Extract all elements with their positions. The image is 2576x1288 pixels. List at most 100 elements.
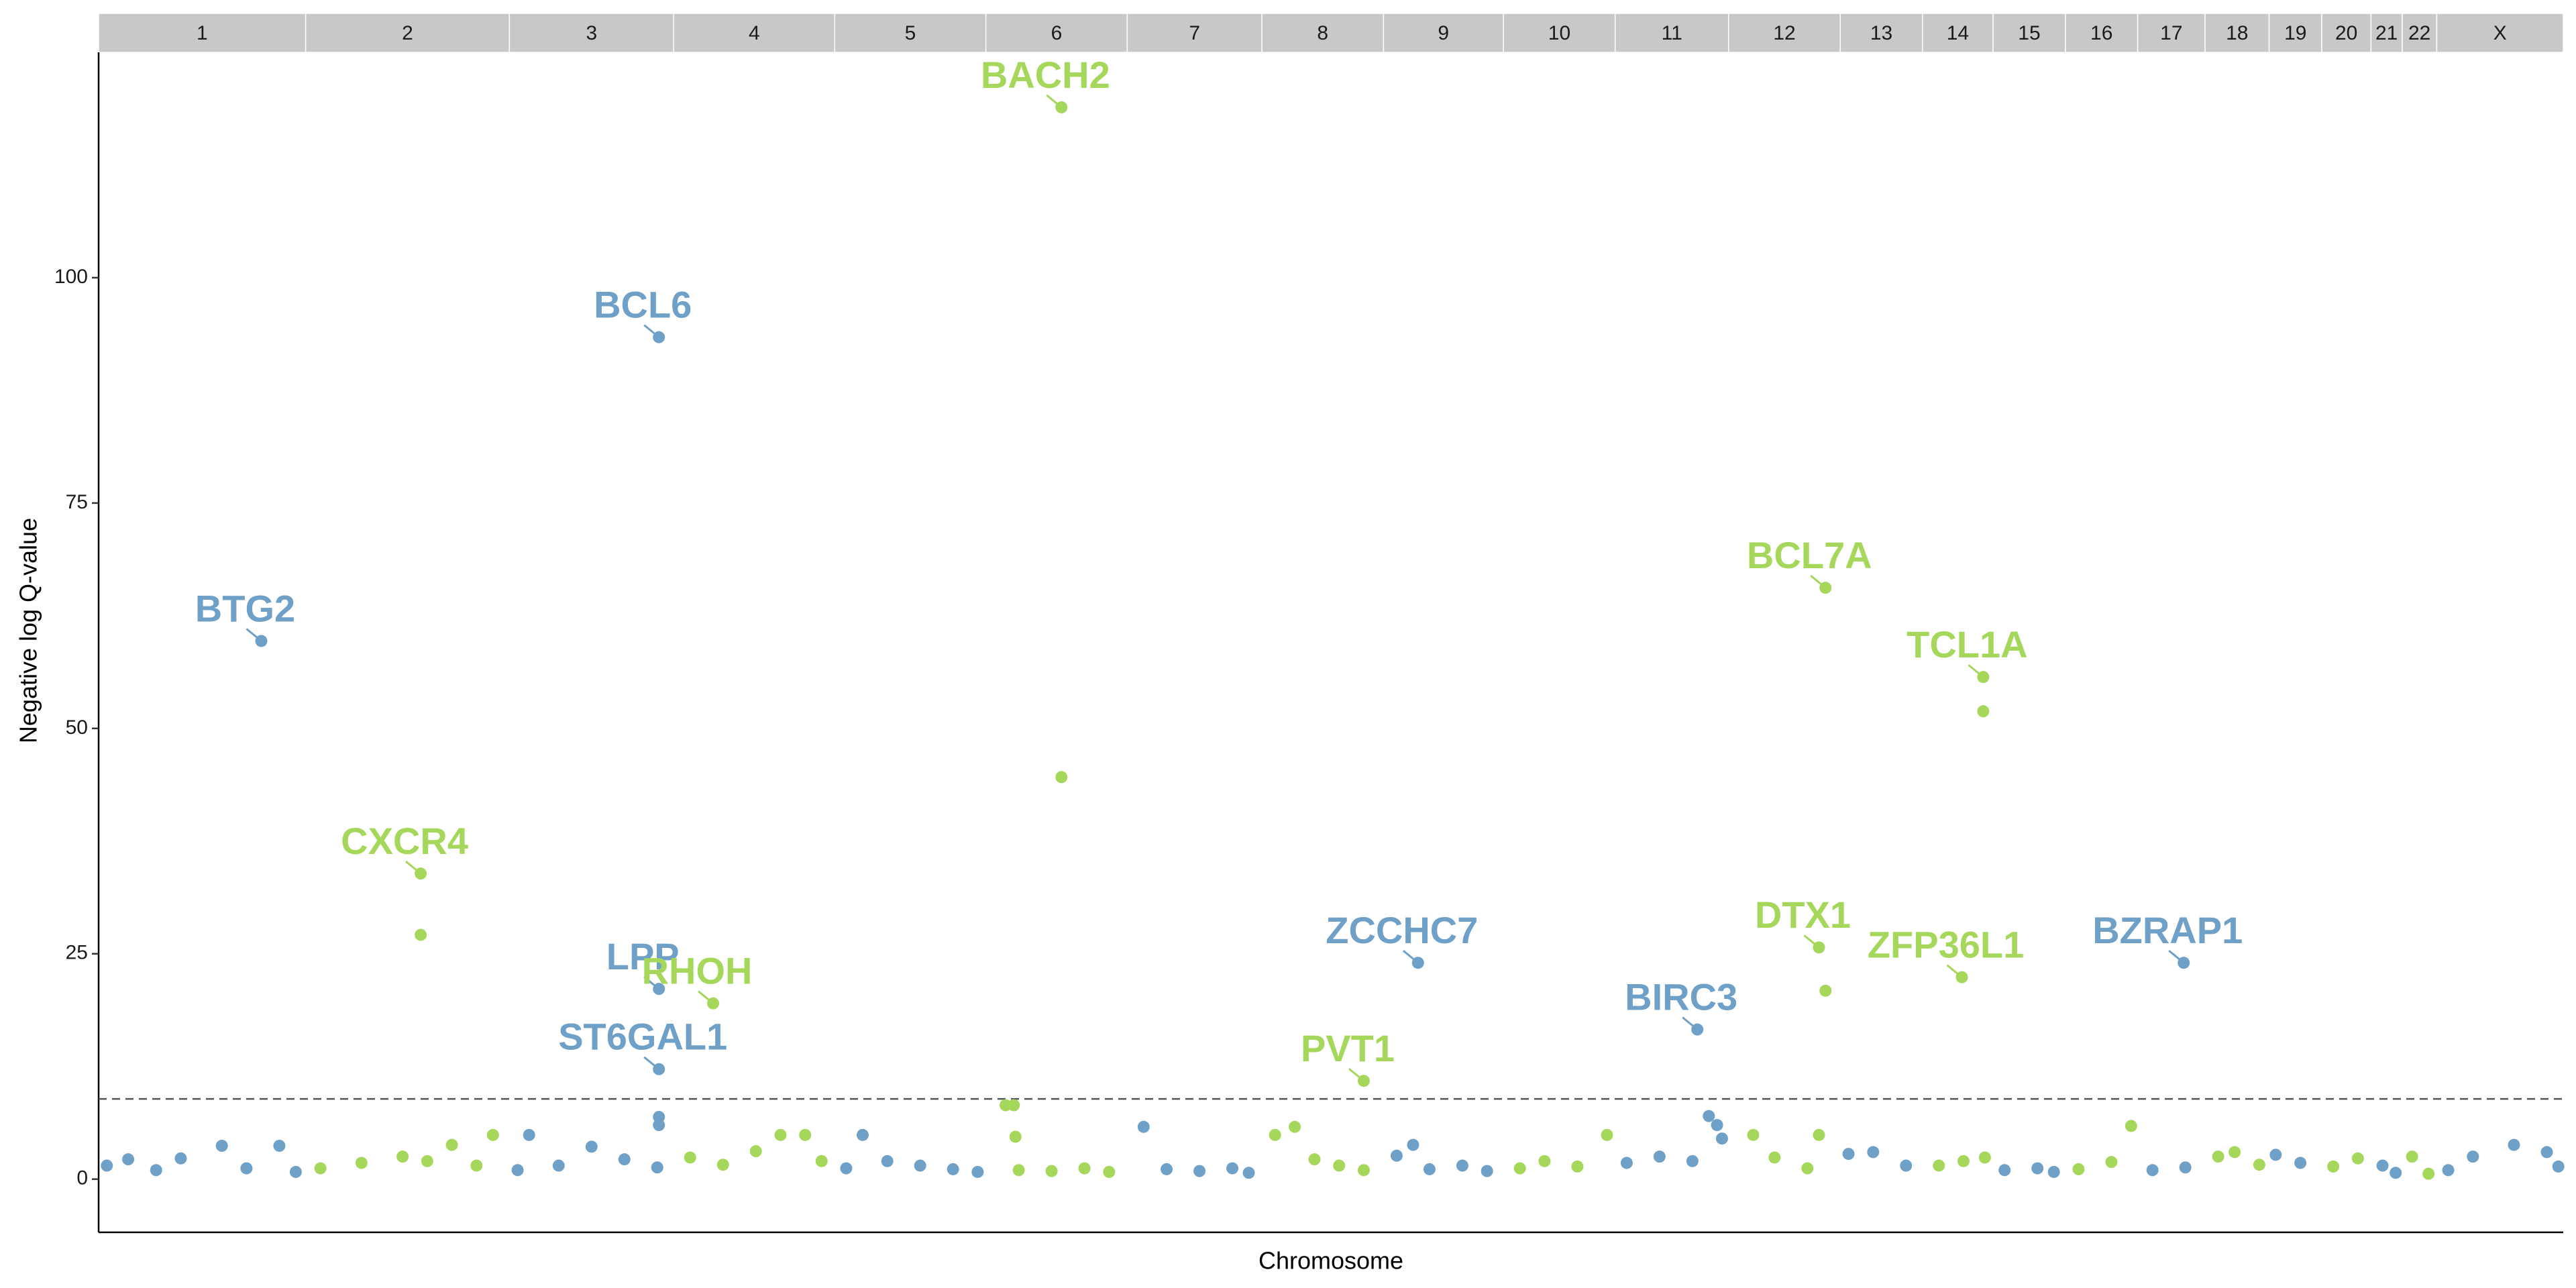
strip-label: 1 (197, 22, 208, 44)
gene-label: ZCCHC7 (1326, 909, 1478, 951)
annotated-point (1055, 101, 1068, 113)
point (2406, 1150, 2418, 1163)
point (2146, 1164, 2159, 1177)
point (396, 1150, 409, 1163)
point (122, 1153, 135, 1166)
strip-label: 6 (1051, 22, 1063, 44)
point (1423, 1163, 1436, 1175)
strip (834, 13, 987, 53)
strip-label: 12 (1773, 22, 1795, 44)
point (1078, 1162, 1091, 1175)
point (1900, 1159, 1913, 1172)
point (240, 1162, 253, 1175)
annotated-point (653, 331, 665, 343)
point (1977, 705, 1990, 718)
point (1193, 1165, 1206, 1177)
point (653, 1119, 665, 1132)
strip-label: 15 (2018, 22, 2040, 44)
strip-label: 22 (2408, 22, 2430, 44)
point (415, 928, 427, 941)
point (1009, 1130, 1022, 1143)
strip-label: 13 (1870, 22, 1892, 44)
strip-label: 9 (1438, 22, 1449, 44)
strip (2436, 13, 2564, 53)
point (1513, 1162, 1526, 1175)
point (2294, 1157, 2307, 1169)
strip (1261, 13, 1385, 53)
gene-label: DTX1 (1755, 894, 1851, 936)
y-tick-label: 50 (66, 716, 88, 739)
gene-label: BZRAP1 (2092, 909, 2243, 951)
point (1269, 1128, 1281, 1141)
point (2422, 1167, 2435, 1180)
point (1481, 1165, 1493, 1177)
annotated-point (415, 867, 427, 880)
point (971, 1165, 984, 1178)
point (2179, 1161, 2192, 1174)
point (150, 1164, 162, 1177)
point (1711, 1119, 1723, 1132)
point (215, 1139, 228, 1152)
strip (2137, 13, 2206, 53)
point (1933, 1159, 1945, 1172)
point (914, 1159, 926, 1172)
point (1686, 1155, 1699, 1167)
strip (1922, 13, 1994, 53)
strip-label: 11 (1662, 22, 1682, 44)
point (552, 1159, 565, 1172)
point (2390, 1167, 2402, 1179)
point (1357, 1164, 1370, 1177)
point (1747, 1128, 1760, 1141)
strip (673, 13, 836, 53)
point (1308, 1153, 1321, 1166)
point (1867, 1146, 1880, 1159)
point (101, 1159, 113, 1172)
point (2467, 1150, 2479, 1163)
point (856, 1128, 869, 1141)
point (684, 1151, 696, 1164)
point (289, 1165, 302, 1178)
strip (2204, 13, 2270, 53)
point (2253, 1159, 2265, 1171)
point (1008, 1099, 1020, 1112)
annotated-point (1977, 671, 1990, 684)
point (2442, 1164, 2455, 1177)
point (1620, 1157, 1633, 1169)
strip-label: 17 (2160, 22, 2182, 44)
gene-label: RHOH (642, 949, 753, 991)
strip (1503, 13, 1616, 53)
y-tick-label: 100 (54, 266, 88, 288)
point (2047, 1165, 2060, 1178)
point (2125, 1120, 2137, 1132)
point (1715, 1132, 1728, 1145)
y-tick-label: 25 (66, 942, 88, 964)
point (1601, 1128, 1613, 1141)
point (1813, 1128, 1825, 1141)
point (2327, 1160, 2340, 1173)
point (1571, 1160, 1584, 1173)
point (273, 1139, 286, 1152)
annotated-point (1691, 1023, 1704, 1036)
strip (98, 13, 307, 53)
y-tick-label: 0 (76, 1167, 88, 1189)
strip-label: 14 (1947, 22, 1969, 44)
strip (1839, 13, 1923, 53)
strip-label: 10 (1548, 22, 1570, 44)
point (1407, 1138, 1419, 1151)
point (486, 1128, 499, 1141)
annotated-point (707, 997, 720, 1010)
annotated-point (1813, 941, 1825, 954)
point (174, 1152, 187, 1165)
gene-label: PVT1 (1301, 1027, 1395, 1069)
point (2072, 1163, 2085, 1175)
point (716, 1159, 729, 1171)
point (1161, 1163, 1173, 1175)
point (314, 1162, 327, 1175)
point (881, 1155, 894, 1167)
annotated-point (1411, 957, 1424, 969)
gene-label: LPP (606, 935, 680, 977)
strip-label: 3 (586, 22, 597, 44)
point (1045, 1165, 1058, 1177)
strip-label: 16 (2090, 22, 2112, 44)
